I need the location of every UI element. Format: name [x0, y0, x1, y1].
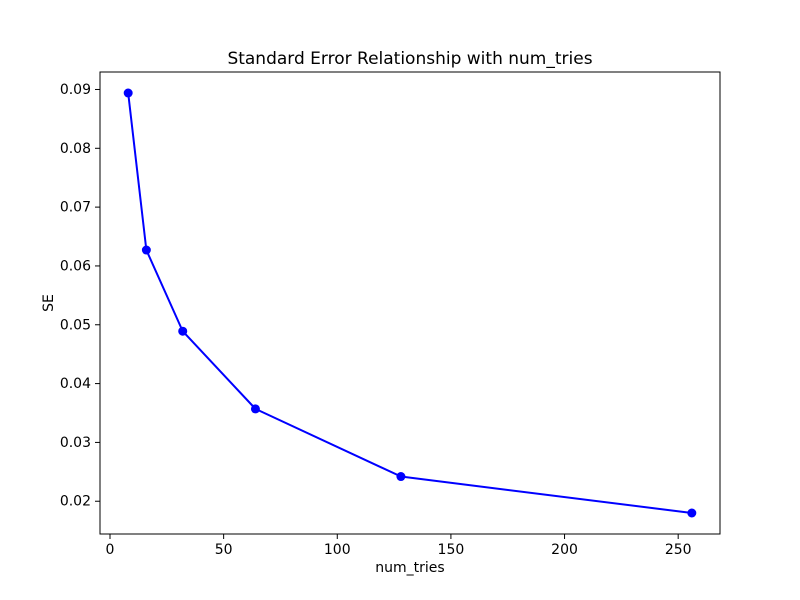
data-point-marker — [396, 472, 406, 482]
x-tick-label: 50 — [215, 542, 233, 558]
x-tick-label: 250 — [665, 542, 692, 558]
plot-border — [99, 71, 721, 535]
y-axis-label: SE — [41, 294, 57, 312]
chart-title: Standard Error Relationship with num_tri… — [227, 49, 592, 69]
x-tick-label: 200 — [551, 542, 578, 558]
series-line — [127, 92, 692, 514]
x-tick-label: 0 — [106, 542, 115, 558]
plot-content: 0 50 100 150 200 250 0.02 0.03 0.04 0.05 0.06 0.07 0… — [60, 82, 697, 558]
data-point-marker — [141, 245, 151, 255]
y-tick-label: 0.03 — [60, 435, 91, 451]
data-point-marker — [123, 88, 133, 98]
data-point-marker — [178, 326, 188, 336]
y-tick-label: 0.04 — [60, 376, 91, 392]
x-axis-label: num_tries — [375, 560, 444, 576]
y-tick-label: 0.06 — [60, 258, 91, 274]
data-point-marker — [250, 404, 260, 414]
y-tick-label: 0.09 — [60, 82, 91, 98]
data-point-marker — [687, 508, 697, 518]
y-tick-label: 0.07 — [60, 200, 91, 216]
x-tick-label: 150 — [438, 542, 465, 558]
y-tick-label: 0.02 — [60, 494, 91, 510]
y-tick-label: 0.08 — [60, 141, 91, 157]
x-tick-label: 100 — [324, 542, 351, 558]
y-tick-label: 0.05 — [60, 317, 91, 333]
